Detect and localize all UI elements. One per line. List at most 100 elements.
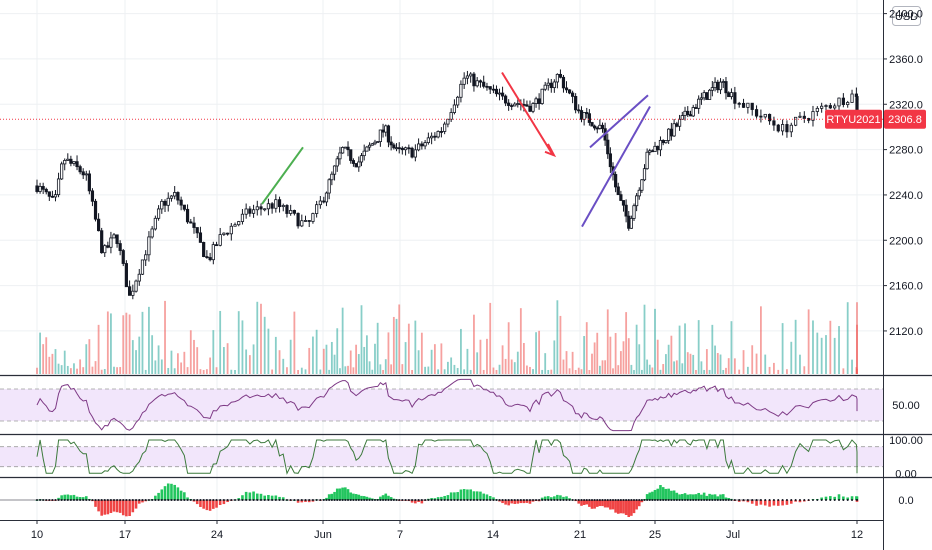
volume-bar [315,329,318,374]
time-tick-label: 12 [851,529,863,541]
price-scale[interactable]: USD 2120.0 2160.0 2200.0 2240.0 2280.0 2320.0… [825,0,926,550]
volume-bar [76,368,78,374]
candle-body [658,139,663,151]
stoch-band [0,446,883,467]
momentum-bar [721,494,725,500]
candle-body [828,105,832,109]
candle-body [378,129,382,143]
volume-bar [66,365,69,374]
symbol-tag[interactable] [825,109,882,129]
momentum-bar [705,495,709,500]
candle-body [449,112,453,120]
candle-body [173,192,177,197]
candle-body [420,143,424,147]
momentum-bar [785,500,789,505]
momentum-bar [384,493,388,500]
volume-bar [556,300,559,374]
volume-bar [160,359,163,374]
candle-body [672,123,676,137]
momentum-bar [855,496,859,500]
momentum-bar [278,496,281,500]
momentum-bar [154,495,157,500]
volume-bar [593,342,596,374]
candle-body [274,199,278,209]
momentum-bar [103,500,107,515]
momentum-pane[interactable] [0,483,859,517]
volume-bar [486,338,488,374]
momentum-bar [708,493,711,500]
volume-bar [476,352,479,374]
rsi-pane[interactable] [0,378,883,432]
candle-body [710,87,714,91]
momentum-bar [128,500,131,517]
price-tag[interactable] [884,109,926,129]
candle-body [653,145,657,152]
momentum-bar [379,496,382,500]
candle-body [229,225,233,235]
volume-bar [100,369,103,374]
time-axis[interactable]: 10 17 24 Jun 7 14 21 25 Jul 12 [0,520,883,541]
volume-bar [609,336,612,374]
time-tick-label: 24 [211,529,223,541]
momentum-bar [436,497,440,500]
candle-body [702,92,706,99]
momentum-bar [100,500,103,516]
candle-body [389,141,393,146]
currency-badge[interactable] [892,6,921,26]
volume-bar [430,349,433,374]
volume-bar [196,347,199,374]
momentum-bar [252,491,255,500]
momentum-bar [335,488,339,500]
volume-bar [193,339,195,374]
candle-body [147,236,151,256]
momentum-bar [199,500,202,507]
candle-body [776,124,780,132]
candle-body [664,140,668,144]
volume-bar [308,347,311,374]
momentum-bar [619,500,623,514]
volume-bar [226,343,229,374]
momentum-bar [75,496,79,500]
candle-body [624,204,628,217]
trend-drawings[interactable] [261,72,651,228]
momentum-bar [410,500,414,503]
candle-body [327,179,331,194]
momentum-bar [724,497,728,500]
momentum-bar [453,492,456,500]
volume-bar [138,336,141,374]
volume-bar [630,364,633,374]
momentum-bar [195,500,199,505]
candle-body [318,200,322,206]
momentum-bar [389,497,393,500]
momentum-zero-dot [759,499,762,501]
volume-bar [577,367,580,374]
volume-bar [812,320,814,374]
volume-bar [601,360,604,374]
momentum-zero-dot [777,499,780,501]
momentum-bar [603,500,607,508]
last-price-tag[interactable]: RTYU2021 2306.8 [825,109,926,129]
candle-body [121,250,125,264]
momentum-bar [601,500,604,507]
momentum-zero-dot [820,499,823,501]
volume-bar [482,369,485,374]
momentum-bar [516,500,520,504]
candle-body [44,188,48,193]
candle-body [156,208,161,219]
candle-body [686,110,690,116]
volume-bar [498,364,501,374]
volume-bar [349,350,352,374]
stoch-scale-lower-label: 0.00 [895,468,916,480]
stochastic-pane[interactable] [0,438,883,475]
volume-bar [60,365,63,374]
price-pane[interactable] [0,0,883,520]
momentum-bar [686,494,690,500]
candle-body [436,131,440,138]
candle-body [627,215,631,229]
momentum-bar [479,491,482,500]
volume-bar [144,369,147,374]
volume-bar [119,367,122,374]
candle-body [413,149,417,158]
volume-bar [57,363,60,374]
